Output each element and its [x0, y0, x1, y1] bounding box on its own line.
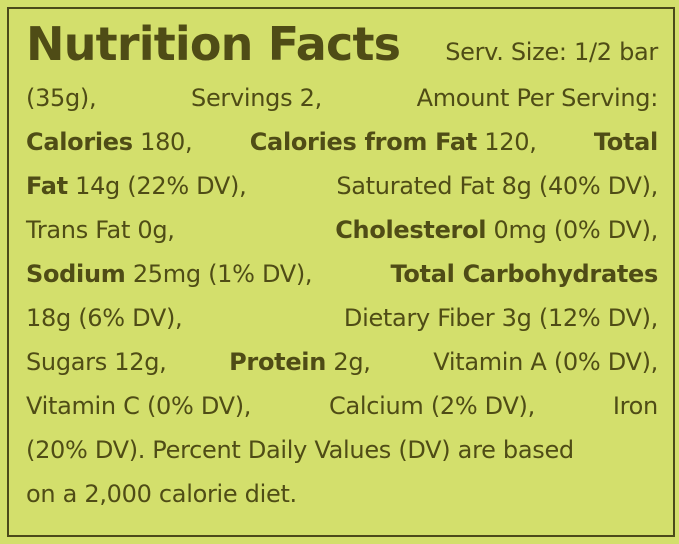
iron-label: Iron: [612, 392, 658, 420]
line-7: 18g (6% DV), Dietary Fiber 3g (12% DV),: [26, 296, 658, 340]
vitamin-a: Vitamin A (0% DV),: [433, 348, 658, 376]
footnote-line-2: on a 2,000 calorie diet.: [26, 480, 297, 508]
line-6: Sodium 25mg (1% DV), Total Carbohydrates: [26, 252, 658, 296]
calories-label: Calories: [26, 128, 133, 156]
total-fat-label-part-2: Fat: [26, 172, 68, 200]
serving-size: Serv. Size: 1/2 bar: [445, 38, 658, 66]
calories-entry: Calories 180,: [26, 120, 193, 164]
line-5: Trans Fat 0g, Cholesterol 0mg (0% DV),: [26, 208, 658, 252]
sodium-label: Sodium: [26, 260, 126, 288]
trans-fat: Trans Fat 0g,: [26, 216, 175, 244]
cholesterol-value: 0mg (0% DV),: [493, 216, 659, 244]
line-8: Sugars 12g, Protein 2g, Vitamin A (0% DV…: [26, 340, 658, 384]
line-4: Fat 14g (22% DV), Saturated Fat 8g (40% …: [26, 164, 658, 208]
calcium: Calcium (2% DV),: [329, 392, 535, 420]
total-fat-label-part-1: Total: [593, 128, 658, 156]
nutrition-facts-text: Nutrition Facts Serv. Size: 1/2 bar (35g…: [26, 17, 658, 516]
total-carbohydrates-label: Total Carbohydrates: [390, 260, 658, 288]
calories-from-fat-value: 120,: [484, 128, 537, 156]
cholesterol-label: Cholesterol: [335, 216, 487, 244]
serving-size-grams: (35g),: [26, 84, 97, 112]
amount-per-serving: Amount Per Serving:: [416, 84, 659, 112]
dietary-fiber: Dietary Fiber 3g (12% DV),: [343, 304, 658, 332]
line-1: Nutrition Facts Serv. Size: 1/2 bar: [26, 17, 658, 74]
saturated-fat: Saturated Fat 8g (40% DV),: [336, 172, 658, 200]
line-11: on a 2,000 calorie diet.: [26, 472, 658, 516]
vitamin-c: Vitamin C (0% DV),: [26, 392, 252, 420]
sodium-entry: Sodium 25mg (1% DV),: [26, 252, 313, 296]
total-fat-value: 14g (22% DV),: [75, 172, 247, 200]
iron-value: (20% DV).: [26, 436, 146, 464]
total-carbohydrates-value: 18g (6% DV),: [26, 304, 183, 332]
sugars: Sugars 12g,: [26, 348, 167, 376]
calories-value: 180,: [140, 128, 193, 156]
line-3: Calories 180, Calories from Fat 120, Tot…: [26, 120, 658, 164]
line-2: (35g), Servings 2, Amount Per Serving:: [26, 76, 658, 120]
nutrition-facts-title: Nutrition Facts: [26, 17, 401, 71]
total-fat-entry: Fat 14g (22% DV),: [26, 164, 247, 208]
servings-per-container: Servings 2,: [191, 84, 322, 112]
label-border: [7, 7, 675, 537]
line-10: (20% DV). Percent Daily Values (DV) are …: [26, 428, 658, 472]
calories-from-fat-label: Calories from Fat: [249, 128, 478, 156]
protein-entry: Protein 2g,: [229, 340, 371, 384]
footnote-line-1: Percent Daily Values (DV) are based: [152, 436, 574, 464]
protein-label: Protein: [229, 348, 327, 376]
line-9: Vitamin C (0% DV), Calcium (2% DV), Iron: [26, 384, 658, 428]
cholesterol-entry: Cholesterol 0mg (0% DV),: [335, 208, 658, 252]
protein-value: 2g,: [333, 348, 371, 376]
calories-from-fat-entry: Calories from Fat 120,: [250, 120, 537, 164]
sodium-value: 25mg (1% DV),: [132, 260, 313, 288]
